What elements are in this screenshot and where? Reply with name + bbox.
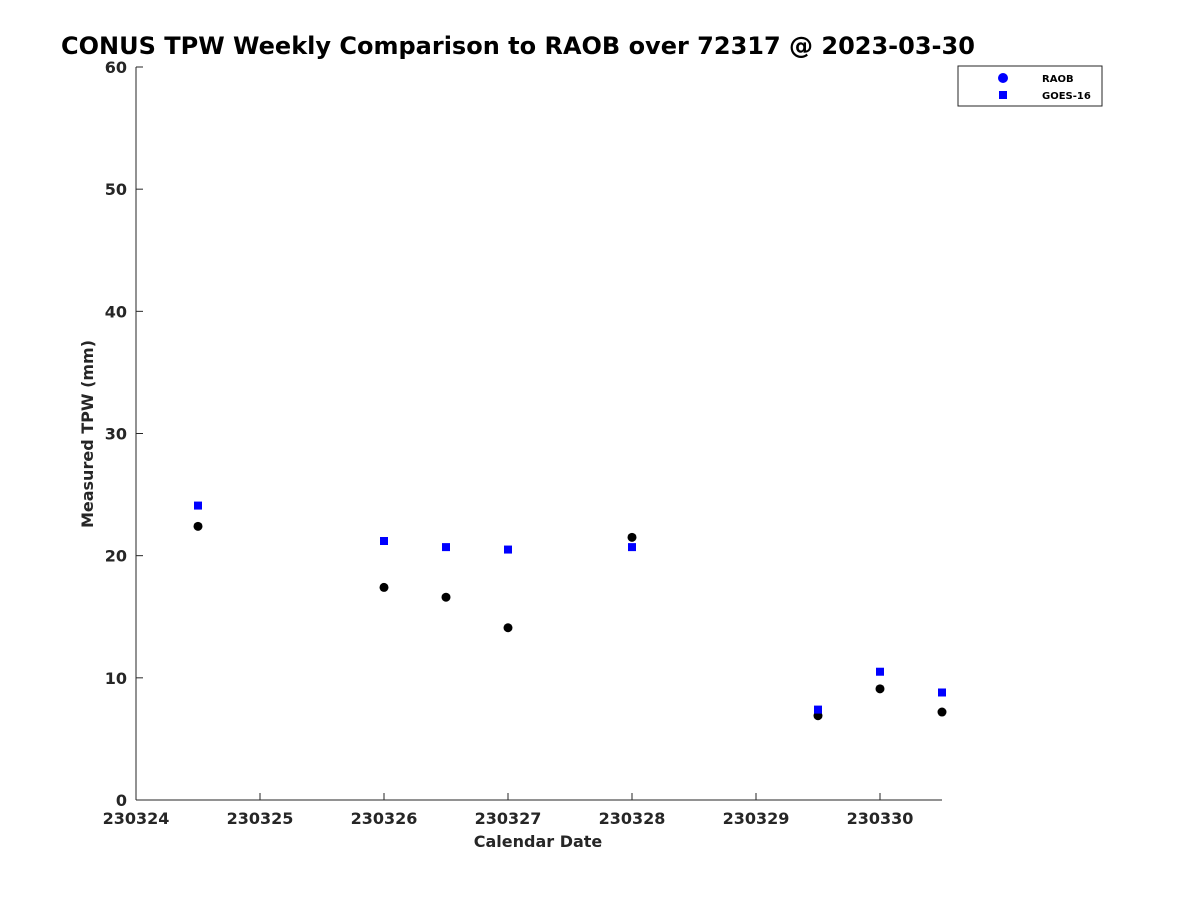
data-point-goes-16	[938, 688, 946, 697]
data-point-raob	[441, 592, 451, 602]
y-tick-label: 30	[105, 425, 127, 444]
legend-box	[957, 65, 1103, 107]
data-point-goes-16	[628, 543, 636, 552]
data-series	[193, 501, 947, 721]
legend-label: RAOB	[1042, 74, 1074, 85]
x-axis-ticks: 230324 230325 230326 230327 230328 230329 2303…	[103, 793, 914, 828]
series-raob	[193, 521, 947, 721]
y-axis-ticks: 0 10 20 30 40 50 60	[105, 58, 143, 810]
y-axis-label: Measured TPW (mm)	[78, 340, 97, 528]
x-tick-label: 230329	[723, 809, 790, 828]
data-point-raob	[379, 582, 389, 592]
legend: RAOB GOES-16	[957, 65, 1103, 107]
legend-marker-circle	[998, 73, 1008, 83]
data-point-raob	[193, 521, 203, 531]
legend-label: GOES-16	[1042, 91, 1091, 102]
series-goes-16	[194, 501, 946, 714]
data-point-goes-16	[876, 667, 884, 676]
chart-title: CONUS TPW Weekly Comparison to RAOB over…	[61, 32, 975, 60]
data-point-goes-16	[814, 705, 822, 714]
y-tick-label: 20	[105, 547, 127, 566]
y-tick-label: 50	[105, 180, 127, 199]
x-tick-label: 230330	[847, 809, 914, 828]
y-tick-label: 0	[116, 791, 127, 810]
data-point-raob	[503, 623, 513, 633]
legend-marker-square	[999, 91, 1007, 99]
legend-entries: RAOB GOES-16	[998, 73, 1091, 102]
data-point-goes-16	[442, 543, 450, 552]
y-tick-label: 40	[105, 302, 127, 321]
data-point-raob	[627, 532, 637, 542]
x-tick-label: 230325	[227, 809, 294, 828]
x-axis-label: Calendar Date	[474, 832, 603, 851]
data-point-goes-16	[380, 537, 388, 546]
x-tick-label: 230326	[351, 809, 418, 828]
x-tick-label: 230327	[475, 809, 542, 828]
y-tick-label: 60	[105, 58, 127, 77]
x-tick-label: 230324	[103, 809, 170, 828]
y-tick-label: 10	[105, 669, 127, 688]
data-point-raob	[875, 684, 885, 694]
data-point-raob	[937, 707, 947, 717]
data-point-goes-16	[194, 501, 202, 510]
plot-area	[135, 67, 942, 801]
data-point-goes-16	[504, 545, 512, 554]
x-tick-label: 230328	[599, 809, 666, 828]
